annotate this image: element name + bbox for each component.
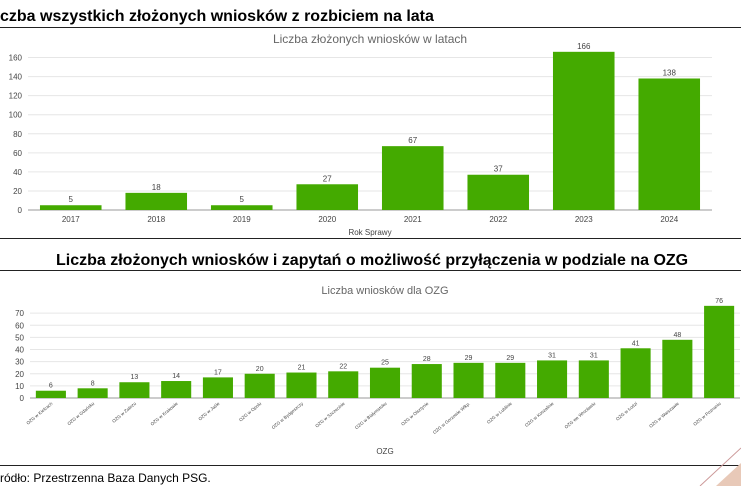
data-label: 29	[506, 355, 514, 362]
y-tick-label: 160	[9, 54, 23, 63]
x-axis-title: Rok Sprawy	[348, 228, 391, 237]
bar	[35, 390, 66, 398]
source-note: ródło: Przestrzenna Baza Danych PSG.	[0, 471, 211, 485]
y-tick-label: 30	[15, 358, 24, 367]
bar	[638, 78, 701, 211]
x-tick-label: 2018	[147, 215, 165, 224]
bar	[662, 339, 693, 398]
chart-title: Liczba wniosków dla OZG	[321, 285, 448, 297]
data-label: 13	[131, 374, 139, 381]
bar	[467, 174, 530, 210]
data-label: 20	[256, 366, 264, 373]
bar	[244, 373, 275, 398]
bar	[381, 146, 444, 210]
bar	[202, 377, 233, 398]
data-label: 22	[339, 363, 347, 370]
y-tick-label: 0	[18, 206, 23, 215]
data-label: 18	[152, 183, 161, 192]
bar	[537, 360, 568, 398]
data-label: 31	[590, 352, 598, 359]
y-tick-label: 120	[9, 92, 23, 101]
bar	[119, 382, 150, 398]
x-tick-label: 2024	[660, 215, 678, 224]
bar	[39, 205, 102, 210]
y-tick-label: 140	[9, 73, 23, 82]
y-tick-label: 70	[15, 309, 24, 318]
y-tick-label: 20	[15, 370, 24, 379]
data-label: 25	[381, 360, 389, 367]
data-label: 138	[663, 68, 677, 77]
y-tick-label: 60	[15, 321, 24, 330]
y-tick-label: 60	[13, 149, 22, 158]
data-label: 67	[408, 136, 417, 145]
data-label: 31	[548, 352, 556, 359]
data-label: 28	[423, 356, 431, 363]
bar	[552, 51, 615, 210]
data-label: 5	[240, 195, 245, 204]
bar	[210, 205, 273, 210]
data-label: 29	[465, 355, 473, 362]
bar	[125, 192, 188, 210]
data-label: 76	[715, 298, 723, 305]
bar	[411, 364, 442, 398]
data-label: 17	[214, 369, 222, 376]
y-tick-label: 40	[13, 168, 22, 177]
bar	[286, 372, 317, 398]
data-label: 6	[49, 383, 53, 390]
bar	[620, 348, 651, 398]
chart-title: Liczba złożonych wniosków w latach	[273, 32, 467, 46]
top-chart-frame	[0, 27, 741, 239]
bar	[495, 362, 526, 398]
bar	[704, 305, 735, 398]
data-label: 166	[577, 42, 591, 51]
y-tick-label: 50	[15, 333, 24, 342]
data-label: 27	[323, 174, 332, 183]
bar	[296, 184, 359, 210]
y-tick-label: 80	[13, 130, 22, 139]
bar	[77, 388, 108, 398]
bottom-heading: Liczba złożonych wniosków i zapytań o mo…	[56, 252, 689, 269]
y-tick-label: 100	[9, 111, 23, 120]
bar	[161, 381, 192, 398]
y-tick-label: 0	[20, 394, 25, 403]
x-tick-label: 2019	[233, 215, 251, 224]
bar	[578, 360, 609, 398]
data-label: 14	[172, 373, 180, 380]
x-axis-title: OZG	[376, 447, 393, 456]
y-tick-label: 40	[15, 346, 24, 355]
x-tick-label: 2022	[489, 215, 507, 224]
bar	[328, 371, 359, 398]
data-label: 41	[632, 340, 640, 347]
y-tick-label: 20	[13, 187, 22, 196]
data-label: 5	[69, 195, 74, 204]
data-label: 37	[494, 165, 503, 174]
x-tick-label: 2021	[404, 215, 422, 224]
data-label: 48	[673, 332, 681, 339]
bar	[453, 362, 484, 398]
data-label: 8	[91, 380, 95, 387]
bar	[369, 367, 401, 398]
data-label: 21	[298, 365, 306, 372]
x-tick-label: 2023	[575, 215, 593, 224]
top-heading: czba wszystkich złożonych wniosków z roz…	[0, 8, 434, 25]
x-tick-label: 2020	[318, 215, 336, 224]
y-tick-label: 10	[15, 382, 24, 391]
x-tick-label: 2017	[62, 215, 80, 224]
